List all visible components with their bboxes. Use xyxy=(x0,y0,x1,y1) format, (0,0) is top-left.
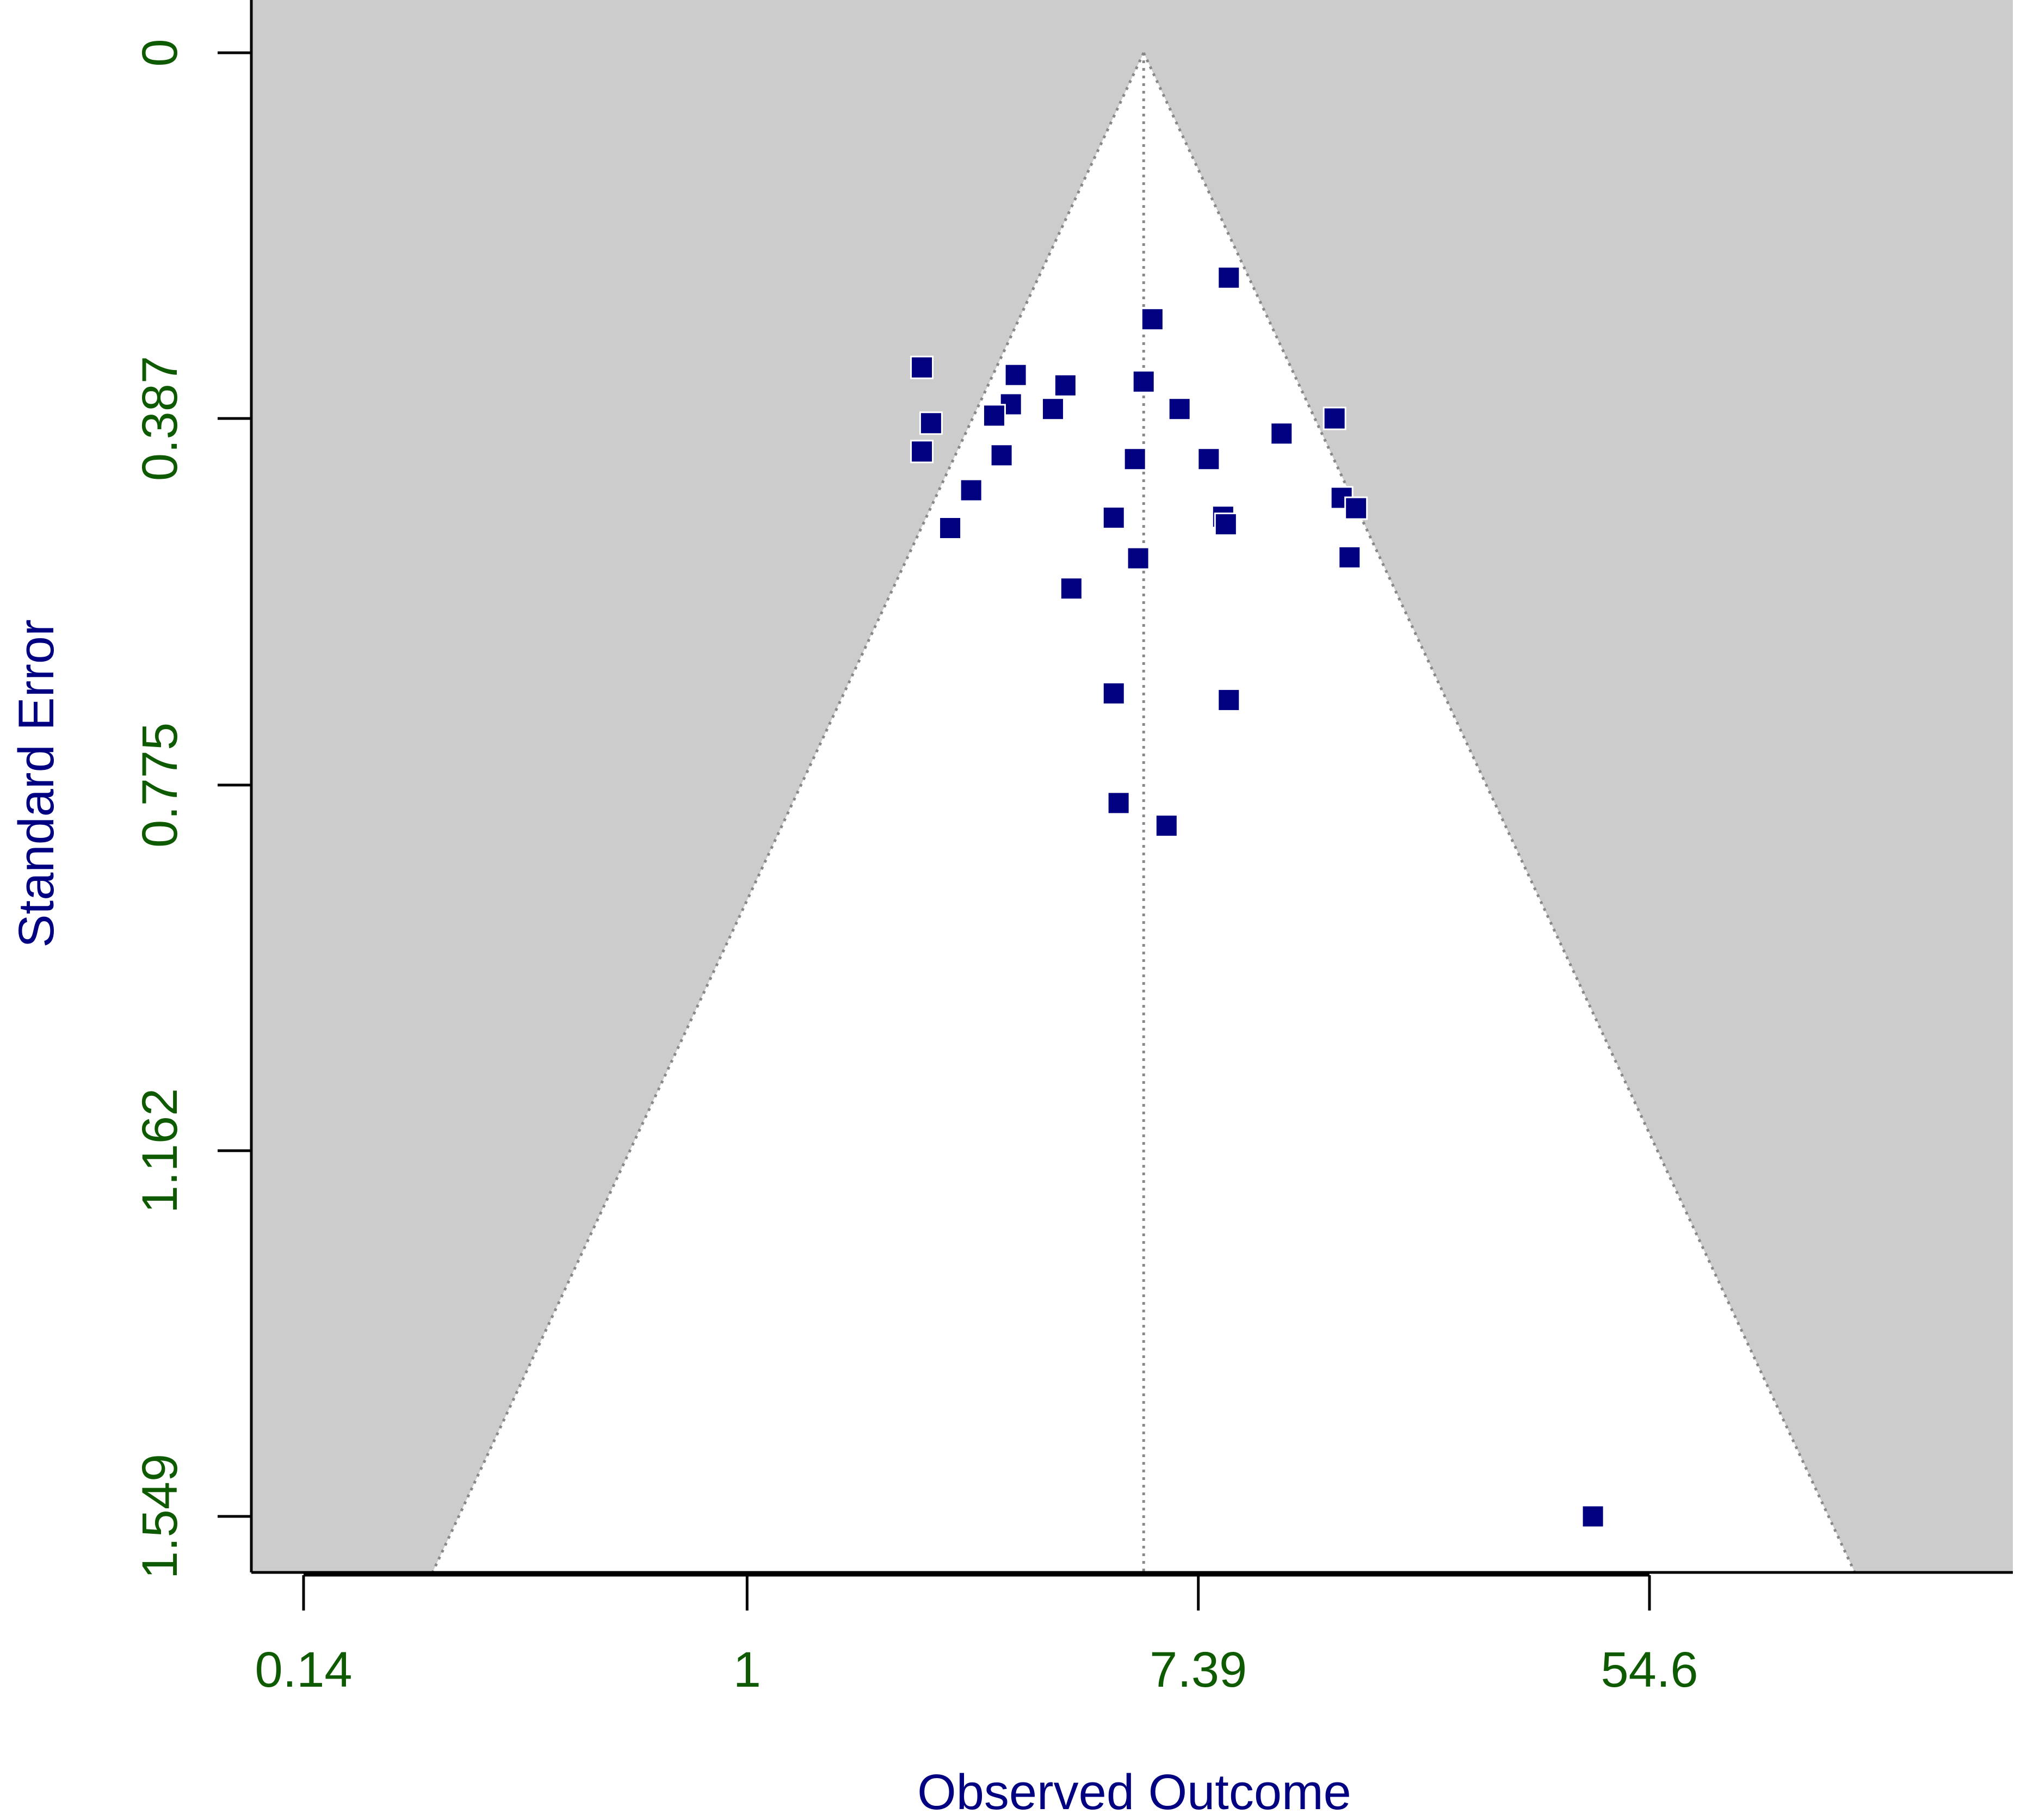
data-point xyxy=(938,516,962,540)
data-point xyxy=(1126,546,1150,570)
data-point xyxy=(1154,814,1178,838)
y-tick-label: 0.387 xyxy=(132,356,188,481)
data-point xyxy=(1344,496,1368,520)
x-tick-label: 7.39 xyxy=(1150,1642,1247,1698)
y-tick-label: 1.162 xyxy=(132,1088,188,1213)
funnel-left-boundary xyxy=(431,52,1145,1574)
data-point xyxy=(1053,373,1077,397)
y-tick-label: 1.549 xyxy=(132,1454,188,1579)
data-point xyxy=(1581,1504,1605,1528)
data-point xyxy=(1102,681,1126,705)
x-axis-title: Observed Outcome xyxy=(917,1765,1351,1820)
data-point xyxy=(1197,447,1221,471)
data-point xyxy=(990,443,1014,467)
data-point xyxy=(910,355,934,379)
data-point xyxy=(1140,307,1164,331)
funnel-triangle xyxy=(432,53,1855,1572)
data-point xyxy=(1167,397,1191,421)
data-point xyxy=(1107,791,1130,815)
data-point xyxy=(1338,545,1362,569)
axes: 0.14 1 7.39 54.6 0 0.387 0.775 1.162 1.549 xyxy=(132,0,2013,1698)
data-point xyxy=(982,404,1006,428)
data-point xyxy=(1059,577,1083,601)
y-tick-label: 0.775 xyxy=(132,723,188,848)
data-point xyxy=(959,478,983,502)
data-points xyxy=(910,266,1605,1528)
data-point xyxy=(1214,513,1238,536)
data-point xyxy=(1323,406,1346,430)
data-point xyxy=(1004,363,1028,387)
data-point xyxy=(1041,397,1065,421)
x-tick-label: 54.6 xyxy=(1601,1642,1698,1698)
data-point xyxy=(1102,505,1126,529)
data-point xyxy=(1132,369,1155,393)
data-point xyxy=(919,411,943,435)
x-tick-label: 0.14 xyxy=(255,1642,352,1698)
data-point xyxy=(910,440,934,464)
y-tick-label: 0 xyxy=(132,39,188,66)
funnel-right-boundary xyxy=(1142,52,1856,1574)
data-point xyxy=(1217,688,1241,712)
data-point xyxy=(1270,422,1294,446)
data-point xyxy=(1217,266,1241,289)
y-axis-title: Standard Error xyxy=(9,619,64,947)
x-tick-label: 1 xyxy=(733,1642,761,1698)
data-point xyxy=(1123,447,1147,471)
